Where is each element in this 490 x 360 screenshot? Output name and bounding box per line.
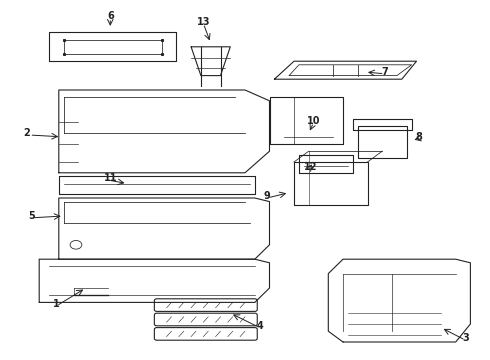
Text: 11: 11: [103, 173, 117, 183]
Text: 3: 3: [462, 333, 469, 343]
Text: 6: 6: [107, 11, 114, 21]
FancyBboxPatch shape: [154, 313, 257, 326]
Text: 1: 1: [53, 299, 60, 309]
Text: 5: 5: [28, 211, 35, 221]
Text: 2: 2: [24, 128, 30, 138]
Text: 9: 9: [264, 191, 270, 201]
FancyBboxPatch shape: [154, 328, 257, 340]
Text: 12: 12: [304, 162, 318, 172]
Text: 4: 4: [256, 321, 263, 331]
Text: 10: 10: [307, 116, 320, 126]
Text: 8: 8: [416, 132, 422, 142]
FancyBboxPatch shape: [154, 299, 257, 311]
Text: 7: 7: [381, 67, 388, 77]
Text: 13: 13: [196, 17, 210, 27]
